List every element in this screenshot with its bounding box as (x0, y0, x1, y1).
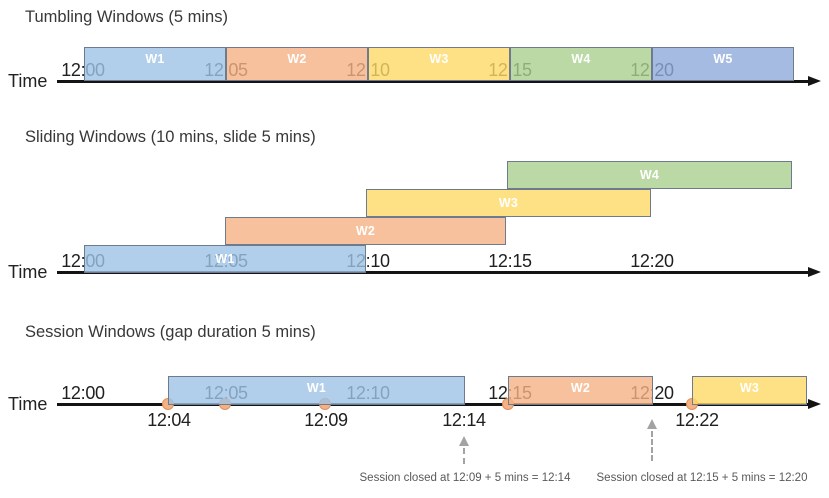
window-box-w1: W1 (84, 245, 366, 273)
window-label: W2 (287, 52, 307, 66)
axis-arrowhead-icon (808, 399, 821, 409)
up-arrow-head (459, 436, 469, 446)
window-label: W1 (215, 252, 235, 266)
window-box-w3: W3 (692, 376, 807, 405)
up-arrow-icon (646, 419, 658, 461)
window-label: W1 (145, 52, 165, 66)
session-closed-note: Session closed at 12:09 + 5 mins = 12:14 (359, 472, 571, 484)
window-box-w2: W2 (226, 47, 368, 81)
window-box-w1: W1 (168, 376, 465, 405)
time-axis-line (57, 271, 810, 274)
tick-label: 12:20 (630, 251, 674, 271)
window-label: W5 (713, 52, 733, 66)
window-box-w5: W5 (652, 47, 794, 81)
event-time-label: 12:09 (304, 410, 348, 430)
window-label: W4 (639, 168, 660, 182)
window-label: W2 (570, 381, 591, 395)
axis-arrowhead-icon (808, 267, 821, 277)
section-title: Session Windows (gap duration 5 mins) (25, 323, 316, 341)
time-axis-label: Time (8, 394, 48, 414)
session-closed-note: Session closed at 12:15 + 5 mins = 12:20 (596, 472, 808, 484)
tick-label: 12:00 (61, 383, 105, 403)
section-title: Sliding Windows (10 mins, slide 5 mins) (25, 128, 316, 146)
window-label: W4 (571, 52, 591, 66)
event-time-label: 12:22 (675, 410, 719, 430)
window-label: W2 (355, 224, 376, 238)
tick-label: 12:15 (488, 251, 532, 271)
window-box-w2: W2 (225, 217, 506, 245)
window-label: W3 (498, 196, 519, 210)
section-title: Tumbling Windows (5 mins) (25, 8, 228, 26)
axis-arrowhead-icon (808, 76, 821, 86)
window-box-w3: W3 (366, 189, 651, 217)
window-label: W1 (306, 381, 327, 395)
time-axis-label: Time (8, 262, 48, 282)
window-label: W3 (429, 52, 449, 66)
event-time-label: 12:04 (147, 410, 191, 430)
time-axis-label: Time (8, 71, 48, 91)
event-time-label: 12:14 (442, 410, 486, 430)
up-arrow-stem (463, 448, 465, 464)
window-box-w2: W2 (508, 376, 653, 405)
up-arrow-icon (458, 436, 470, 464)
up-arrow-head (647, 419, 657, 429)
window-box-w1: W1 (84, 47, 226, 81)
up-arrow-stem (651, 431, 653, 461)
time-axis-line (57, 80, 810, 83)
window-box-w4: W4 (510, 47, 652, 81)
window-box-w3: W3 (368, 47, 510, 81)
window-label: W3 (739, 381, 760, 395)
window-box-w4: W4 (507, 161, 792, 189)
